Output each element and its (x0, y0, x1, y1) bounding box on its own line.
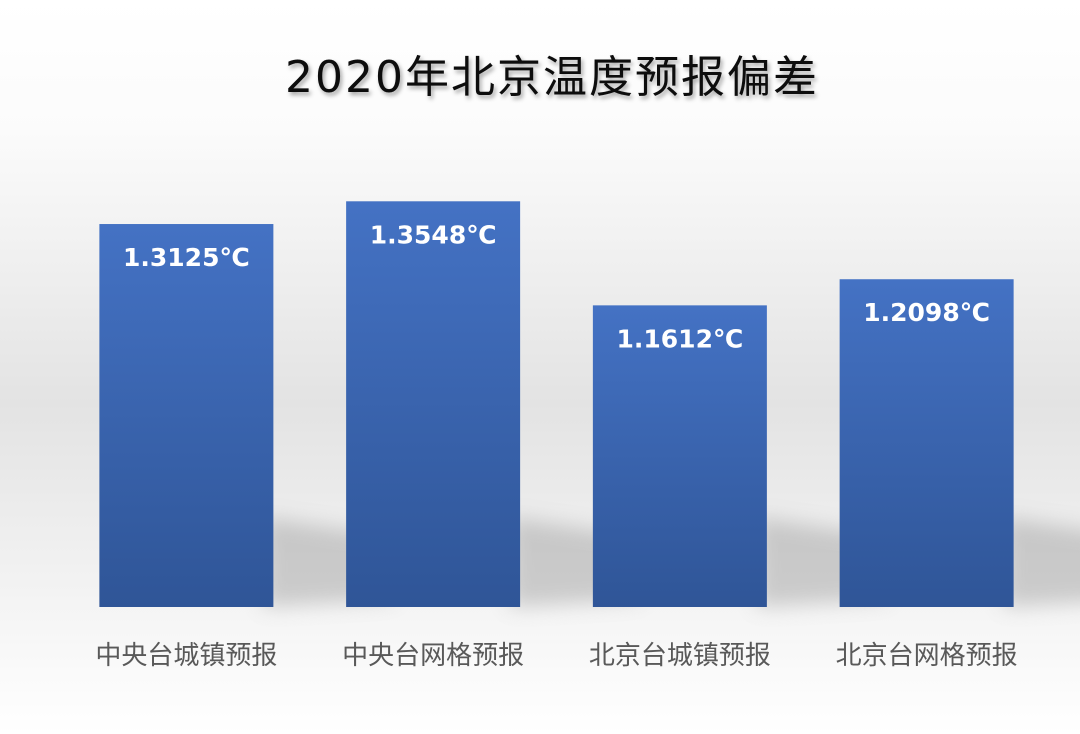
x-tick-label: 中央台网格预报 (342, 641, 524, 671)
x-tick-label: 中央台城镇预报 (95, 641, 277, 671)
bar-shadow (1003, 517, 1080, 607)
bars (99, 201, 1014, 608)
x-tick-label: 北京台网格预报 (836, 641, 1018, 671)
bar (99, 224, 274, 607)
data-labels: 1.3125℃ 1.3548℃ 1.1612℃ 1.2098℃ (123, 220, 990, 353)
bar (346, 201, 521, 608)
chart-title: 2020年北京温度预报偏差 (285, 52, 819, 103)
data-label: 1.3125℃ (123, 243, 250, 272)
x-tick-label: 北京台城镇预报 (589, 641, 771, 671)
data-label: 1.3548℃ (370, 220, 497, 249)
bar (839, 279, 1014, 607)
x-axis-tick-labels: 中央台城镇预报 中央台网格预报 北京台城镇预报 北京台网格预报 (95, 641, 1017, 671)
data-label: 1.2098℃ (863, 298, 990, 327)
bar (592, 305, 767, 607)
data-label: 1.1612℃ (617, 324, 744, 353)
